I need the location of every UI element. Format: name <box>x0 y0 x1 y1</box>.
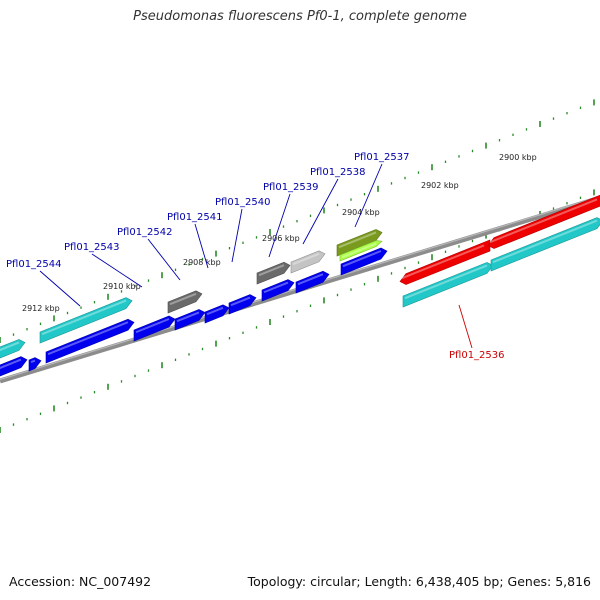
lightgray-feature[interactable] <box>290 250 326 274</box>
feature-sheen <box>258 264 285 277</box>
feature-sheen <box>230 296 251 307</box>
red-feature[interactable] <box>487 194 600 249</box>
cds-arrow[interactable] <box>228 294 257 315</box>
ruler-label: 2908 kbp <box>183 258 221 267</box>
callout-line <box>458 304 473 349</box>
callout-line <box>354 163 383 228</box>
feature-sheen <box>135 318 170 334</box>
feature-sheen <box>292 252 320 266</box>
feature-sheen <box>341 242 377 259</box>
gene-label[interactable]: Pfl01_2544 <box>6 259 62 270</box>
callout-line <box>91 253 143 288</box>
callout-line <box>231 208 243 263</box>
callout-line <box>194 223 209 269</box>
genome-summary-text: Topology: circular; Length: 6,438,405 bp… <box>247 574 591 589</box>
cyan-feature[interactable] <box>402 262 494 308</box>
red-feature[interactable] <box>399 239 491 285</box>
feature-sheen <box>342 250 382 268</box>
callout-line <box>302 178 339 245</box>
cds-arrow[interactable] <box>174 309 206 331</box>
gene-label[interactable]: Pfl01_2540 <box>215 197 271 208</box>
feature-sheen <box>176 311 200 323</box>
map-title: Pseudomonas fluorescens Pf0-1, complete … <box>133 9 467 24</box>
cds-arrow[interactable] <box>340 247 388 276</box>
feature-sheen <box>169 292 197 306</box>
feature-sheen <box>338 231 377 249</box>
ruler-label: 2906 kbp <box>262 234 300 243</box>
feature-sheen <box>489 198 598 244</box>
cds-arrow[interactable] <box>261 279 295 302</box>
feature-sheen <box>0 341 20 352</box>
gene-label[interactable]: Pfl01_2537 <box>354 152 410 163</box>
feature-sheen <box>30 359 36 364</box>
gene-label[interactable]: Pfl01_2543 <box>64 242 120 253</box>
feature-sheen <box>263 281 289 294</box>
feature-sheen <box>297 273 324 286</box>
feature-sheen <box>401 244 485 280</box>
ruler-label: 2910 kbp <box>103 282 141 291</box>
feature-sheen <box>492 219 598 264</box>
feature-sheen <box>206 306 224 316</box>
cds-arrow[interactable] <box>45 318 135 364</box>
feature-sheen <box>47 321 129 356</box>
callout-line <box>147 238 181 281</box>
gene-label[interactable]: Pfl01_2539 <box>263 182 319 193</box>
gene-label[interactable]: Pfl01_2536 <box>449 350 505 361</box>
cyan-feature[interactable] <box>39 297 133 344</box>
lime-feature[interactable] <box>339 240 383 262</box>
ruler-label: 2912 kbp <box>22 304 60 313</box>
feature-sheen <box>41 299 127 336</box>
cyan-feature[interactable] <box>490 217 600 272</box>
cds-arrow[interactable] <box>133 315 176 342</box>
callout-line <box>268 193 291 258</box>
ruler-ticks-upper <box>0 99 595 343</box>
gray-feature[interactable] <box>167 290 203 314</box>
gray-feature[interactable] <box>256 261 291 285</box>
cds-arrow[interactable] <box>295 270 330 294</box>
gene-label[interactable]: Pfl01_2538 <box>310 167 366 178</box>
olive-feature[interactable] <box>336 229 383 257</box>
cds-arrow[interactable] <box>204 304 230 324</box>
ruler-label: 2900 kbp <box>499 153 537 162</box>
cyan-feature[interactable] <box>0 339 26 360</box>
gene-label[interactable]: Pfl01_2542 <box>117 227 173 238</box>
ruler-label: 2902 kbp <box>421 181 459 190</box>
feature-track <box>0 194 600 378</box>
feature-sheen <box>0 358 22 370</box>
cds-arrow[interactable] <box>28 357 42 372</box>
cds-arrow[interactable] <box>0 356 28 378</box>
callout-line <box>39 270 81 307</box>
accession-text: Accession: NC_007492 <box>9 574 152 589</box>
gene-label[interactable]: Pfl01_2541 <box>167 212 223 223</box>
feature-sheen <box>404 264 488 300</box>
